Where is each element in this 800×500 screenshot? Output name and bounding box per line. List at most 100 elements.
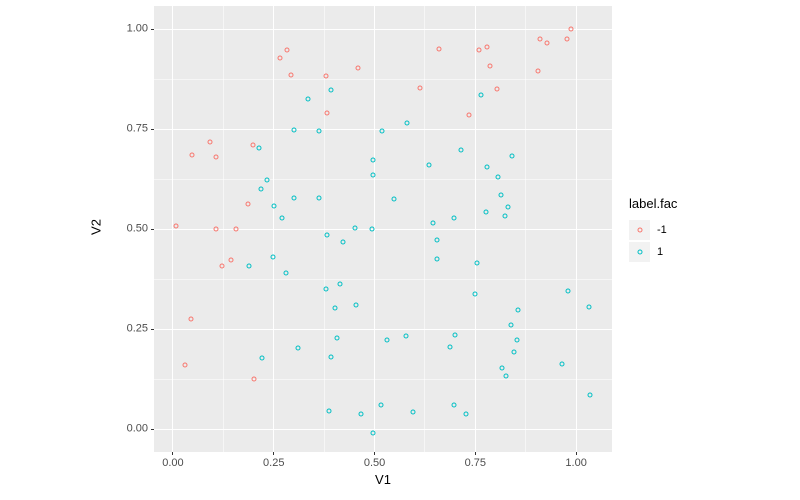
data-point	[463, 411, 469, 417]
x-tick-label: 0.75	[464, 457, 487, 469]
data-point	[355, 65, 361, 71]
data-point	[188, 316, 194, 322]
plot-panel	[154, 6, 612, 452]
data-point	[228, 257, 234, 263]
data-point	[514, 337, 520, 343]
data-point	[358, 411, 364, 417]
data-point	[277, 55, 283, 61]
data-point	[384, 337, 390, 343]
gridline-major-horizontal	[154, 428, 612, 430]
legend-item-label: 1	[657, 246, 664, 258]
data-point	[472, 291, 478, 297]
data-point	[258, 186, 264, 192]
data-point	[511, 349, 517, 355]
data-point	[544, 40, 550, 46]
data-point	[370, 172, 376, 178]
legend: label.fac -1 1	[629, 196, 677, 264]
data-point	[452, 332, 458, 338]
gridline-minor-horizontal	[154, 378, 612, 380]
data-point	[173, 223, 179, 229]
y-tick-mark	[150, 328, 154, 330]
data-point	[369, 226, 375, 232]
data-point	[251, 376, 257, 382]
y-tick-label: 0.75	[126, 122, 148, 135]
data-point	[451, 402, 457, 408]
data-point	[494, 86, 500, 92]
x-tick-mark	[575, 452, 577, 455]
x-tick-label: 1.00	[565, 457, 587, 469]
y-tick-mark	[150, 428, 154, 430]
data-point	[535, 68, 541, 74]
y-axis-title: V2	[88, 219, 104, 235]
data-point	[352, 225, 358, 231]
data-point	[586, 304, 592, 310]
legend-item-neg1: -1	[629, 220, 677, 240]
legend-key-circle	[637, 249, 642, 255]
data-point	[484, 44, 490, 50]
data-point	[515, 307, 521, 313]
data-point	[508, 322, 514, 328]
legend-key-circle	[637, 227, 642, 233]
data-point	[502, 213, 508, 219]
data-point	[182, 362, 188, 368]
data-point	[417, 85, 423, 91]
data-point	[189, 152, 195, 158]
data-point	[483, 209, 489, 215]
data-point	[378, 402, 384, 408]
data-point	[434, 256, 440, 262]
data-point	[245, 201, 251, 207]
data-point	[326, 408, 332, 414]
y-tick-mark	[150, 28, 154, 30]
data-point	[213, 226, 219, 232]
data-point	[305, 96, 311, 102]
data-point	[564, 36, 570, 42]
data-point	[250, 142, 256, 148]
x-tick-mark	[273, 452, 275, 455]
data-point	[323, 73, 329, 79]
data-point	[430, 220, 436, 226]
x-tick-mark	[474, 452, 476, 455]
data-point	[334, 335, 340, 341]
legend-key-box	[629, 220, 650, 240]
data-point	[259, 355, 265, 361]
legend-key-box	[629, 242, 650, 262]
data-point	[403, 333, 409, 339]
gridline-minor-horizontal	[154, 278, 612, 280]
data-point	[426, 162, 432, 168]
x-tick-label: 0.25	[263, 457, 285, 469]
x-tick-label: 0.50	[363, 457, 386, 469]
data-point	[288, 72, 294, 78]
data-point	[391, 196, 397, 202]
data-point	[332, 305, 338, 311]
data-point	[264, 177, 270, 183]
data-point	[495, 174, 501, 180]
gridline-major-horizontal	[154, 328, 612, 330]
data-point	[353, 302, 359, 308]
data-point	[328, 354, 334, 360]
data-point	[256, 145, 262, 151]
data-point	[434, 237, 440, 243]
data-point	[271, 203, 277, 209]
y-tick-label: 0.50	[126, 222, 148, 235]
gridline-minor-horizontal	[154, 178, 612, 180]
data-point	[458, 147, 464, 153]
legend-title: label.fac	[629, 196, 678, 211]
data-point	[270, 254, 276, 260]
data-point	[279, 215, 285, 221]
data-point	[474, 260, 480, 266]
data-point	[246, 263, 252, 269]
data-point	[478, 92, 484, 98]
data-point	[509, 153, 515, 159]
data-point	[436, 46, 442, 52]
data-point	[587, 392, 593, 398]
data-point	[451, 215, 457, 221]
data-point	[316, 128, 322, 134]
data-point	[324, 232, 330, 238]
data-point	[233, 226, 239, 232]
data-point	[503, 373, 509, 379]
data-point	[484, 164, 490, 170]
y-tick-mark	[150, 128, 154, 130]
y-tick-label: 0.25	[126, 322, 148, 335]
x-tick-label: 0.00	[162, 457, 184, 469]
legend-item-label: -1	[657, 224, 667, 236]
